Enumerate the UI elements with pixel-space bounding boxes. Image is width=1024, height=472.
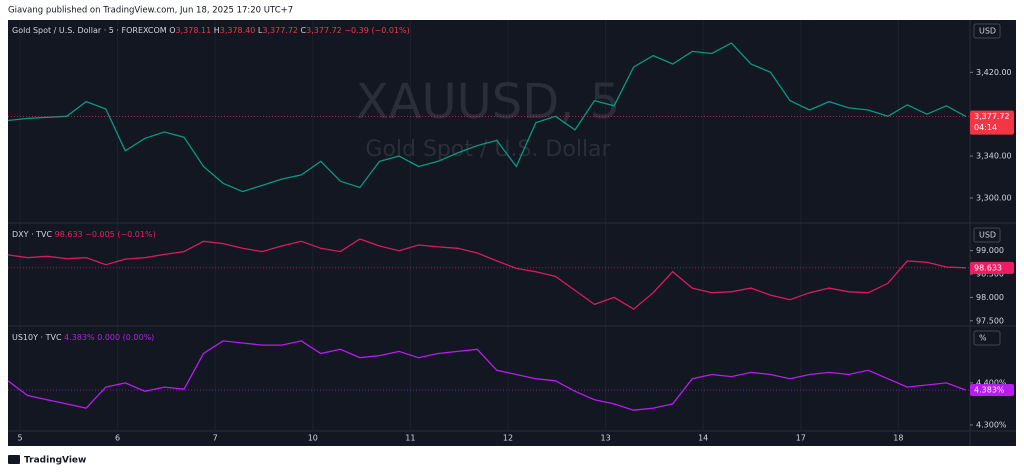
publisher-line: Giavang published on TradingView.com, Ju… bbox=[8, 6, 293, 16]
ohlc-value: 3,377.72 bbox=[306, 26, 342, 35]
unit-label: USD bbox=[979, 27, 996, 36]
price-line bbox=[7, 42, 967, 193]
x-tick-label: 17 bbox=[796, 434, 806, 443]
last-price-box bbox=[970, 261, 1014, 274]
unit-box bbox=[973, 227, 1001, 243]
legend-title: DXY · TVC bbox=[12, 230, 53, 239]
last-price-box bbox=[970, 110, 1014, 135]
watermark: XAUUSD, 5 bbox=[356, 74, 620, 130]
unit-label: % bbox=[979, 334, 987, 343]
x-tick-label: 12 bbox=[503, 434, 513, 443]
unit-box bbox=[973, 330, 1001, 346]
y-tick-label: 3,340.00 bbox=[976, 152, 1012, 161]
legend-title: US10Y · TVC bbox=[12, 333, 62, 342]
legend: DXY · TVC 98.633 −0.005 (−0.01%) bbox=[12, 230, 156, 239]
ohlc-value: 3,378.11 bbox=[176, 26, 212, 35]
y-tick-label: 4.300% bbox=[976, 420, 1007, 429]
x-tick-label: 13 bbox=[601, 434, 611, 443]
legend-last-value: 4.383% bbox=[64, 333, 95, 342]
x-tick-label: 10 bbox=[308, 434, 318, 443]
ohlc-value: 3,377.72 bbox=[262, 26, 298, 35]
legend-change: −0.39 (−0.01%) bbox=[344, 26, 409, 35]
unit-box bbox=[973, 23, 1001, 39]
tv-logo bbox=[8, 455, 20, 464]
ohlc-name: C bbox=[301, 26, 307, 35]
legend-change: 0.000 (0.00%) bbox=[97, 333, 154, 342]
legend: US10Y · TVC 4.383% 0.000 (0.00%) bbox=[12, 333, 154, 342]
watermark-subtitle: Gold Spot / U.S. Dollar bbox=[365, 137, 611, 162]
legend-change: −0.005 (−0.01%) bbox=[85, 230, 156, 239]
ohlc-name: L bbox=[258, 26, 263, 35]
ohlc-value: 3,378.40 bbox=[220, 26, 256, 35]
ohlc-name: H bbox=[214, 26, 220, 35]
x-tick-label: 11 bbox=[405, 434, 415, 443]
unit-label: USD bbox=[979, 231, 996, 240]
y-tick-label: 3,300.00 bbox=[976, 193, 1012, 202]
last-price-label: 3,377.72 bbox=[974, 112, 1010, 121]
y-tick-label: 4.400% bbox=[976, 378, 1007, 387]
y-tick-label: 3,420.00 bbox=[976, 68, 1012, 77]
x-tick-label: 7 bbox=[213, 434, 218, 443]
price-line bbox=[7, 340, 967, 411]
legend-last-value: 98.633 bbox=[55, 230, 83, 239]
last-price-label: 4.383% bbox=[974, 386, 1005, 395]
legend: Gold Spot / U.S. Dollar · 5 · FOREXCOM O… bbox=[12, 26, 410, 35]
last-price-label: 98.633 bbox=[974, 263, 1002, 272]
y-tick-label: 98.000 bbox=[976, 293, 1004, 302]
ohlc-name: O bbox=[169, 26, 175, 35]
x-tick-label: 5 bbox=[17, 434, 22, 443]
x-tick-label: 6 bbox=[115, 434, 120, 443]
y-tick-label: 97.500 bbox=[976, 316, 1004, 325]
y-tick-label: 98.500 bbox=[976, 270, 1004, 279]
x-tick-label: 18 bbox=[893, 434, 903, 443]
last-price-box bbox=[970, 384, 1014, 397]
price-line bbox=[7, 238, 967, 310]
y-tick-label: 99.000 bbox=[976, 246, 1004, 255]
legend-title: Gold Spot / U.S. Dollar · 5 · FOREXCOM bbox=[12, 26, 167, 35]
x-tick-label: 14 bbox=[698, 434, 708, 443]
footer-brand: TradingView bbox=[24, 456, 86, 466]
countdown: 04:14 bbox=[974, 123, 997, 132]
